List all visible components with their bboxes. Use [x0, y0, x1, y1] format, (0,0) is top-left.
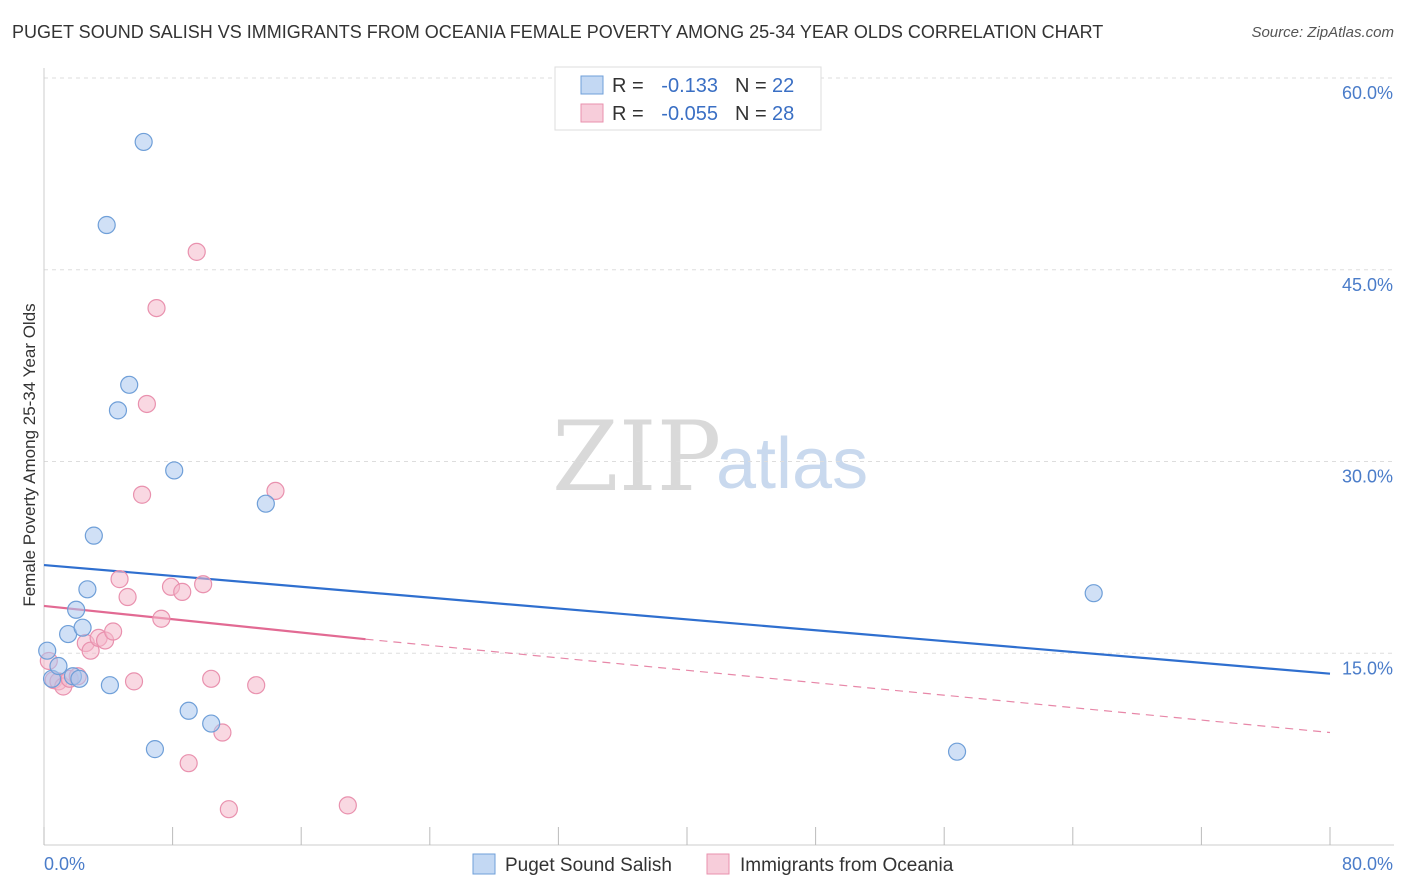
series-legend-label: Puget Sound Salish — [505, 855, 672, 876]
data-point-immigrants-from-oceania — [152, 609, 171, 628]
legend-r-value: -0.133 — [661, 75, 718, 97]
data-point-immigrants-from-oceania — [187, 242, 206, 261]
legend-r-value: -0.055 — [661, 103, 718, 125]
series-legend: Puget Sound Salish Immigrants from Ocean… — [472, 853, 954, 876]
data-point-immigrants-from-oceania — [137, 394, 156, 414]
data-point-immigrants-from-oceania — [104, 622, 123, 641]
correlation-legend: R = -0.133 N = 22 R = -0.055 N = 28 — [554, 66, 822, 131]
data-point-immigrants-from-oceania — [219, 800, 238, 819]
data-point-immigrants-from-oceania — [147, 299, 166, 318]
y-axis-label: Female Poverty Among 25-34 Year Olds — [20, 303, 39, 606]
grid-lines — [44, 77, 1394, 654]
chart-source: Source: ZipAtlas.com — [1251, 24, 1394, 41]
data-point-immigrants-from-oceania — [202, 669, 221, 688]
legend-swatch-pink — [580, 103, 604, 123]
data-point-immigrants-from-oceania — [118, 587, 137, 607]
data-point-immigrants-from-oceania — [124, 672, 144, 691]
data-point-immigrants-from-oceania — [81, 641, 100, 660]
data-point-puget-sound-salish — [100, 676, 120, 695]
series-legend-label: Immigrants from Oceania — [740, 855, 954, 876]
trend-line-extension — [365, 638, 1331, 734]
chart-title: PUGET SOUND SALISH VS IMMIGRANTS FROM OC… — [12, 22, 1104, 42]
trend-line-immigrants-from-oceania — [43, 604, 366, 641]
x-tick-label: 0.0% — [44, 854, 85, 874]
y-tick-label: 15.0% — [1342, 658, 1393, 678]
legend-n-label: N = — [735, 103, 767, 125]
data-point-immigrants-from-oceania — [173, 582, 192, 601]
legend-n-value: 22 — [772, 75, 794, 97]
data-point-puget-sound-salish — [202, 714, 221, 733]
data-point-puget-sound-salish — [97, 215, 116, 235]
y-tick-label: 30.0% — [1342, 467, 1393, 487]
data-point-puget-sound-salish — [49, 656, 68, 676]
legend-n-label: N = — [735, 75, 767, 97]
data-point-puget-sound-salish — [73, 618, 92, 637]
data-point-immigrants-from-oceania — [247, 676, 266, 695]
data-point-puget-sound-salish — [165, 461, 184, 480]
watermark-atlas: atlas — [716, 424, 868, 504]
data-point-puget-sound-salish — [145, 740, 165, 759]
data-point-puget-sound-salish — [78, 580, 97, 599]
axes — [43, 68, 1394, 846]
watermark-zip: ZIP — [552, 401, 721, 513]
data-point-immigrants-from-oceania — [338, 796, 357, 815]
series-legend-swatch-pink — [706, 853, 730, 875]
legend-r-label: R = — [612, 75, 644, 97]
data-point-immigrants-from-oceania — [266, 481, 285, 501]
data-point-immigrants-from-oceania — [132, 485, 152, 504]
data-point-immigrants-from-oceania — [110, 570, 129, 589]
data-point-puget-sound-salish — [134, 132, 153, 152]
data-point-puget-sound-salish — [256, 494, 275, 513]
data-point-puget-sound-salish — [947, 742, 967, 761]
data-point-puget-sound-salish — [84, 526, 103, 545]
tick-labels: 15.0% 30.0% 45.0% 60.0% 0.0% 80.0% — [44, 83, 1393, 874]
data-point-puget-sound-salish — [120, 375, 139, 394]
x-tick-label: 80.0% — [1342, 854, 1393, 874]
data-point-puget-sound-salish — [70, 669, 89, 688]
y-tick-label: 45.0% — [1342, 275, 1393, 295]
series-legend-swatch-blue — [472, 853, 496, 875]
data-point-immigrants-from-oceania — [179, 754, 198, 773]
trend-line-puget-sound-salish — [43, 563, 1331, 675]
data-point-puget-sound-salish — [108, 401, 128, 420]
legend-n-value: 28 — [772, 103, 794, 125]
data-point-puget-sound-salish — [179, 701, 198, 720]
data-point-immigrants-from-oceania — [194, 575, 213, 594]
y-tick-label: 60.0% — [1342, 83, 1393, 103]
data-point-puget-sound-salish — [38, 641, 57, 660]
data-point-puget-sound-salish — [67, 600, 86, 619]
data-point-puget-sound-salish — [1084, 584, 1103, 603]
data-points — [38, 132, 1103, 819]
legend-r-label: R = — [612, 103, 644, 125]
trend-lines — [43, 563, 1331, 734]
legend-swatch-blue — [580, 75, 604, 95]
